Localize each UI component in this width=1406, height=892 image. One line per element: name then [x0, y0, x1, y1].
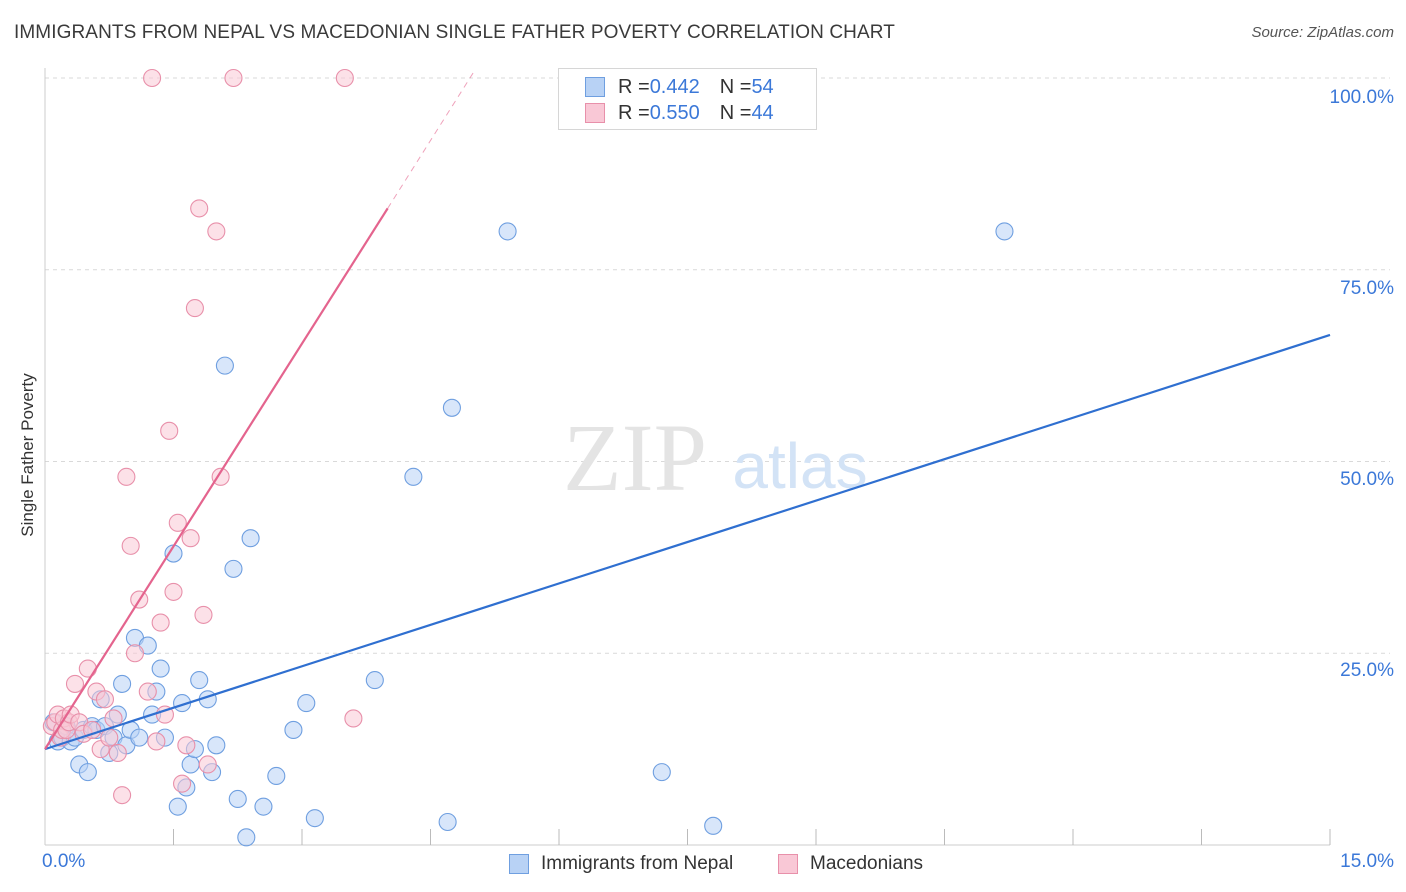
- macedonian-point: [198, 755, 217, 774]
- legend-n-value: 44: [751, 101, 774, 124]
- nepal-point: [365, 671, 384, 690]
- nepal-point: [995, 222, 1014, 241]
- x-tick-label-max: 15.0%: [1340, 851, 1394, 872]
- legend-swatch-macedonians: [778, 854, 798, 874]
- legend-label-macedonians: Macedonians: [810, 853, 924, 874]
- macedonian-trend-line: [44, 207, 389, 750]
- nepal-point: [78, 763, 97, 782]
- source-credit: Source: ZipAtlas.com: [1251, 24, 1394, 41]
- legend-n-label: N =: [719, 75, 752, 98]
- nepal-point: [207, 736, 226, 755]
- macedonian-point: [207, 222, 226, 241]
- macedonian-point: [151, 613, 170, 632]
- macedonian-point: [164, 582, 183, 601]
- x-tick-label-min: 0.0%: [42, 851, 86, 872]
- y-tick-label-100: 100.0%: [1329, 87, 1394, 108]
- watermark-atlas: atlas: [732, 430, 867, 502]
- macedonian-point: [113, 786, 132, 805]
- nepal-point: [181, 755, 200, 774]
- nepal-point: [113, 674, 132, 693]
- legend-item-macedonians: Macedonians: [778, 851, 923, 877]
- trend-layer: [44, 72, 1331, 751]
- y-tick-label-50: 50.0%: [1340, 469, 1394, 490]
- macedonian-point: [173, 774, 192, 793]
- nepal-point: [151, 659, 170, 678]
- nepal-point: [704, 816, 723, 835]
- macedonian-point: [155, 705, 174, 724]
- nepal-point: [130, 728, 149, 747]
- macedonian-point: [181, 529, 200, 548]
- macedonian-point: [335, 68, 354, 88]
- watermark: ZIP atlas: [563, 404, 868, 511]
- legend-r-label: R =: [618, 75, 650, 98]
- chart-title: IMMIGRANTS FROM NEPAL VS MACEDONIAN SING…: [14, 22, 895, 43]
- legend-n-label: N =: [719, 101, 752, 124]
- macedonian-point: [344, 709, 363, 728]
- macedonian-point: [78, 659, 97, 678]
- macedonian-point: [211, 467, 230, 486]
- legend-swatch-nepal: [585, 77, 605, 97]
- macedonian-point: [194, 605, 213, 624]
- nepal-point: [267, 766, 286, 786]
- nepal-point: [305, 809, 324, 828]
- legend-r-label: R =: [618, 101, 650, 124]
- nepal-point: [168, 797, 187, 816]
- legend-row-nepal: R = 0.442 N = 54: [585, 74, 774, 100]
- nepal-trend-line: [44, 333, 1331, 751]
- nepal-point: [228, 789, 247, 809]
- macedonian-point: [190, 199, 209, 218]
- series-legend: Immigrants from Nepal Macedonians: [0, 851, 1406, 877]
- macedonian-point: [185, 299, 204, 318]
- legend-n-value: 54: [751, 75, 774, 98]
- nepal-point: [224, 559, 243, 578]
- axis-layer: [44, 68, 1331, 846]
- legend-r-value: 0.442: [649, 75, 700, 98]
- nepal-point: [652, 763, 671, 782]
- points-layer: [42, 68, 1014, 847]
- legend-item-nepal: Immigrants from Nepal: [509, 851, 733, 877]
- nepal-point: [237, 828, 256, 847]
- correlation-legend: R = 0.442 N = 54 R = 0.550 N = 44: [558, 68, 817, 130]
- macedonian-point: [117, 467, 136, 486]
- nepal-point: [442, 398, 461, 417]
- nepal-point: [297, 694, 316, 713]
- macedonian-point: [100, 728, 119, 747]
- nepal-point: [404, 467, 423, 486]
- nepal-point: [438, 812, 457, 832]
- macedonian-point: [168, 513, 187, 532]
- macedonian-point: [95, 690, 115, 709]
- macedonian-point: [160, 421, 179, 440]
- macedonian-point: [121, 536, 140, 555]
- nepal-point: [284, 720, 303, 740]
- nepal-point: [241, 529, 260, 548]
- legend-label-nepal: Immigrants from Nepal: [541, 853, 734, 874]
- macedonian-point: [143, 68, 162, 88]
- macedonian-point: [108, 743, 127, 763]
- watermark-zip: ZIP: [563, 404, 707, 511]
- nepal-point: [190, 671, 209, 690]
- macedonian-point: [125, 644, 144, 663]
- nepal-point: [215, 356, 234, 375]
- macedonian-point: [177, 736, 196, 755]
- nepal-point: [498, 222, 517, 241]
- macedonian-point: [147, 732, 166, 751]
- y-tick-label-75: 75.0%: [1340, 278, 1394, 299]
- macedonian-point: [224, 68, 243, 88]
- macedonian-point: [138, 682, 157, 701]
- legend-swatch-nepal: [509, 854, 529, 874]
- y-tick-label-25: 25.0%: [1340, 660, 1394, 681]
- legend-row-macedonians: R = 0.550 N = 44: [585, 100, 774, 126]
- legend-r-value: 0.550: [649, 101, 700, 124]
- nepal-point: [254, 797, 273, 816]
- macedonian-point: [65, 674, 85, 693]
- legend-swatch-macedonians: [585, 103, 605, 123]
- macedonian-trend-extension: [387, 72, 474, 209]
- grid-layer: [45, 77, 1390, 654]
